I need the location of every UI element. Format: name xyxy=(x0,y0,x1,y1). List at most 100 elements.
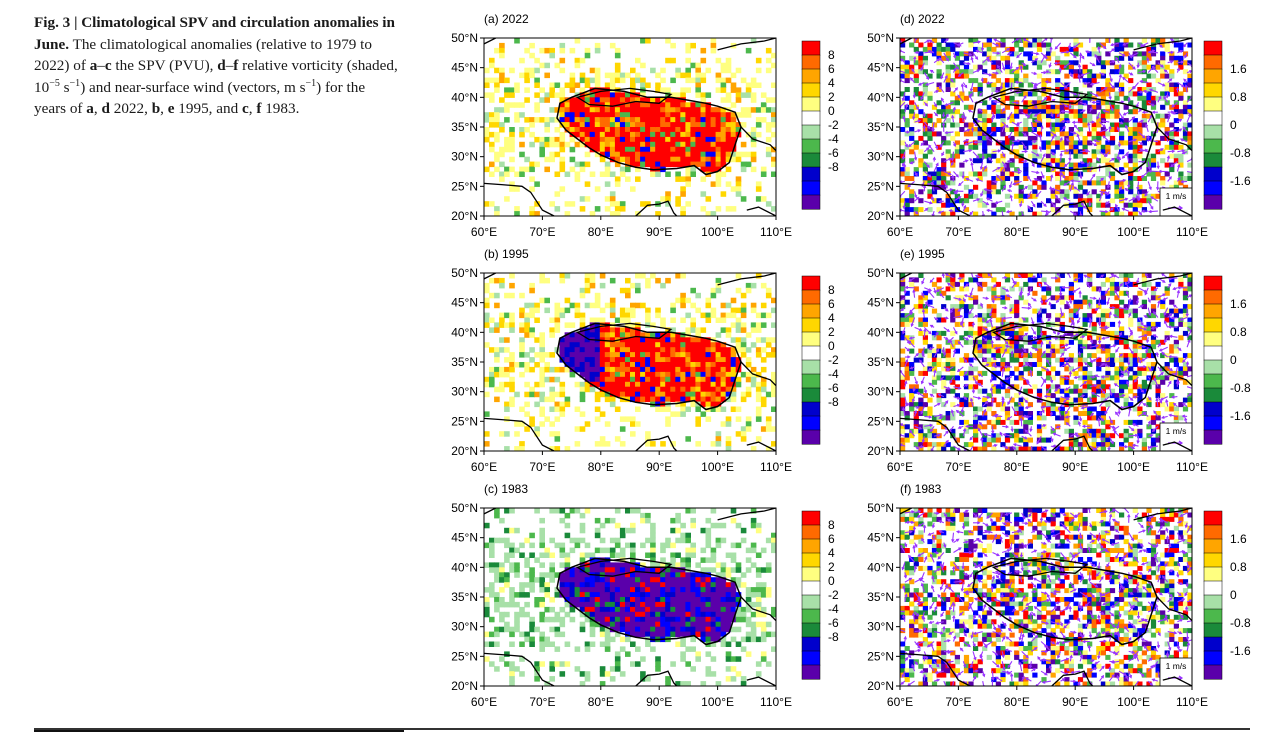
colorbar-swatch xyxy=(801,524,821,540)
colorbar-label: -1.6 xyxy=(1230,644,1251,658)
colorbar-swatch xyxy=(1203,415,1223,431)
panel-title: (e) 1995 xyxy=(900,247,945,261)
coastline-southeast xyxy=(1162,676,1192,686)
colorbar-swatch xyxy=(1203,124,1223,140)
y-tick-label: 45°N xyxy=(867,61,894,75)
colorbar-label: 4 xyxy=(828,546,835,560)
vector-legend-label: 1 m/s xyxy=(1166,426,1187,436)
x-tick-label: 110°E xyxy=(1176,225,1208,239)
coastline-east xyxy=(635,435,678,451)
colorbar-label: 8 xyxy=(828,48,835,62)
vector-legend-label: 1 m/s xyxy=(1166,191,1187,201)
panel-title: (c) 1983 xyxy=(484,482,528,496)
y-tick-label: 40°N xyxy=(451,560,478,574)
colorbar-label: 2 xyxy=(828,325,835,339)
vector-legend: 1 m/s xyxy=(1159,657,1193,687)
colorbar-swatch xyxy=(1203,82,1223,98)
colorbar-swatch xyxy=(801,289,821,305)
x-tick-label: 70°E xyxy=(945,460,971,474)
plateau-outline xyxy=(972,557,1158,646)
y-tick-label: 30°N xyxy=(451,385,478,399)
colorbar-swatch xyxy=(1203,608,1223,624)
colorbar-label: -2 xyxy=(828,588,839,602)
coastline-southeast xyxy=(746,676,776,686)
colorbar-swatch xyxy=(1203,636,1223,652)
coastline-west xyxy=(900,652,971,686)
basin-outline xyxy=(575,557,673,577)
colorbar-swatch xyxy=(801,580,821,596)
colorbar-swatch xyxy=(801,429,821,445)
border-east xyxy=(740,361,776,387)
border-northwest xyxy=(484,38,496,45)
colorbar-swatch xyxy=(1203,373,1223,389)
wind-vectors xyxy=(900,38,1192,216)
x-tick-label: 80°E xyxy=(588,695,614,709)
colorbar-swatch xyxy=(1203,303,1223,319)
x-tick-label: 90°E xyxy=(1062,225,1088,239)
y-tick-label: 25°N xyxy=(451,414,478,428)
plateau-outline xyxy=(972,322,1158,411)
colorbar-label: -6 xyxy=(828,146,839,160)
colorbar-swatch xyxy=(1203,275,1223,291)
colorbar-swatch xyxy=(1203,664,1223,680)
colorbar-swatch xyxy=(801,82,821,98)
coastline-west xyxy=(484,652,555,686)
colorbar-label: 0.8 xyxy=(1230,560,1247,574)
colorbar-swatch xyxy=(801,194,821,210)
colorbar-swatch xyxy=(1203,552,1223,568)
colorbar-swatch xyxy=(801,110,821,126)
y-tick-label: 50°N xyxy=(867,31,894,45)
colorbar-swatch xyxy=(801,373,821,389)
x-tick-label: 110°E xyxy=(760,695,792,709)
shaded-field xyxy=(484,508,776,686)
y-tick-label: 45°N xyxy=(451,531,478,545)
colorbar-label: 0 xyxy=(1230,588,1237,602)
boundary-lines xyxy=(900,38,1192,216)
wind-vectors xyxy=(900,273,1192,451)
colorbar-swatch xyxy=(801,510,821,526)
coastline-southeast xyxy=(1162,441,1192,451)
y-tick-label: 30°N xyxy=(451,150,478,164)
x-tick-label: 110°E xyxy=(1176,695,1208,709)
border-northwest xyxy=(900,508,912,515)
border-northwest xyxy=(900,273,912,280)
colorbar-swatch xyxy=(801,359,821,375)
colorbar-swatch xyxy=(1203,180,1223,196)
panel-title: (b) 1995 xyxy=(484,247,529,261)
x-tick-label: 100°E xyxy=(1117,225,1150,239)
colorbar-swatch xyxy=(1203,345,1223,361)
colorbar-swatch xyxy=(801,275,821,291)
colorbar-swatch xyxy=(1203,510,1223,526)
plateau-outline xyxy=(972,87,1158,176)
x-tick-label: 60°E xyxy=(471,225,497,239)
colorbar-label: -4 xyxy=(828,602,839,616)
x-tick-label: 90°E xyxy=(646,460,672,474)
page-divider-accent xyxy=(34,730,404,732)
panel-title: (a) 2022 xyxy=(484,12,529,26)
x-tick-label: 90°E xyxy=(1062,695,1088,709)
y-tick-label: 40°N xyxy=(451,90,478,104)
border-east xyxy=(1156,596,1192,622)
colorbar-swatch xyxy=(1203,110,1223,126)
colorbar-label: 6 xyxy=(828,532,835,546)
y-tick-label: 30°N xyxy=(867,385,894,399)
y-tick-label: 30°N xyxy=(867,150,894,164)
colorbar-label: -0.8 xyxy=(1230,146,1251,160)
colorbar-swatch xyxy=(801,566,821,582)
x-tick-label: 70°E xyxy=(529,460,555,474)
colorbar-swatch xyxy=(801,538,821,554)
x-tick-label: 60°E xyxy=(471,460,497,474)
panel-a: (a) 2022 60°E 70°E 80°E 90°E 100°E 110°E 50°N 45… xyxy=(451,12,839,239)
basin-outline xyxy=(575,87,673,107)
colorbar-label: 1.6 xyxy=(1230,62,1247,76)
x-tick-label: 100°E xyxy=(701,695,734,709)
y-tick-label: 45°N xyxy=(867,531,894,545)
basin-outline xyxy=(991,87,1089,107)
colorbar-label: -8 xyxy=(828,630,839,644)
colorbar-swatch xyxy=(801,152,821,168)
coastline-southeast xyxy=(746,441,776,451)
boundary-lines xyxy=(900,508,1192,686)
y-tick-label: 45°N xyxy=(451,61,478,75)
x-tick-label: 100°E xyxy=(1117,460,1150,474)
